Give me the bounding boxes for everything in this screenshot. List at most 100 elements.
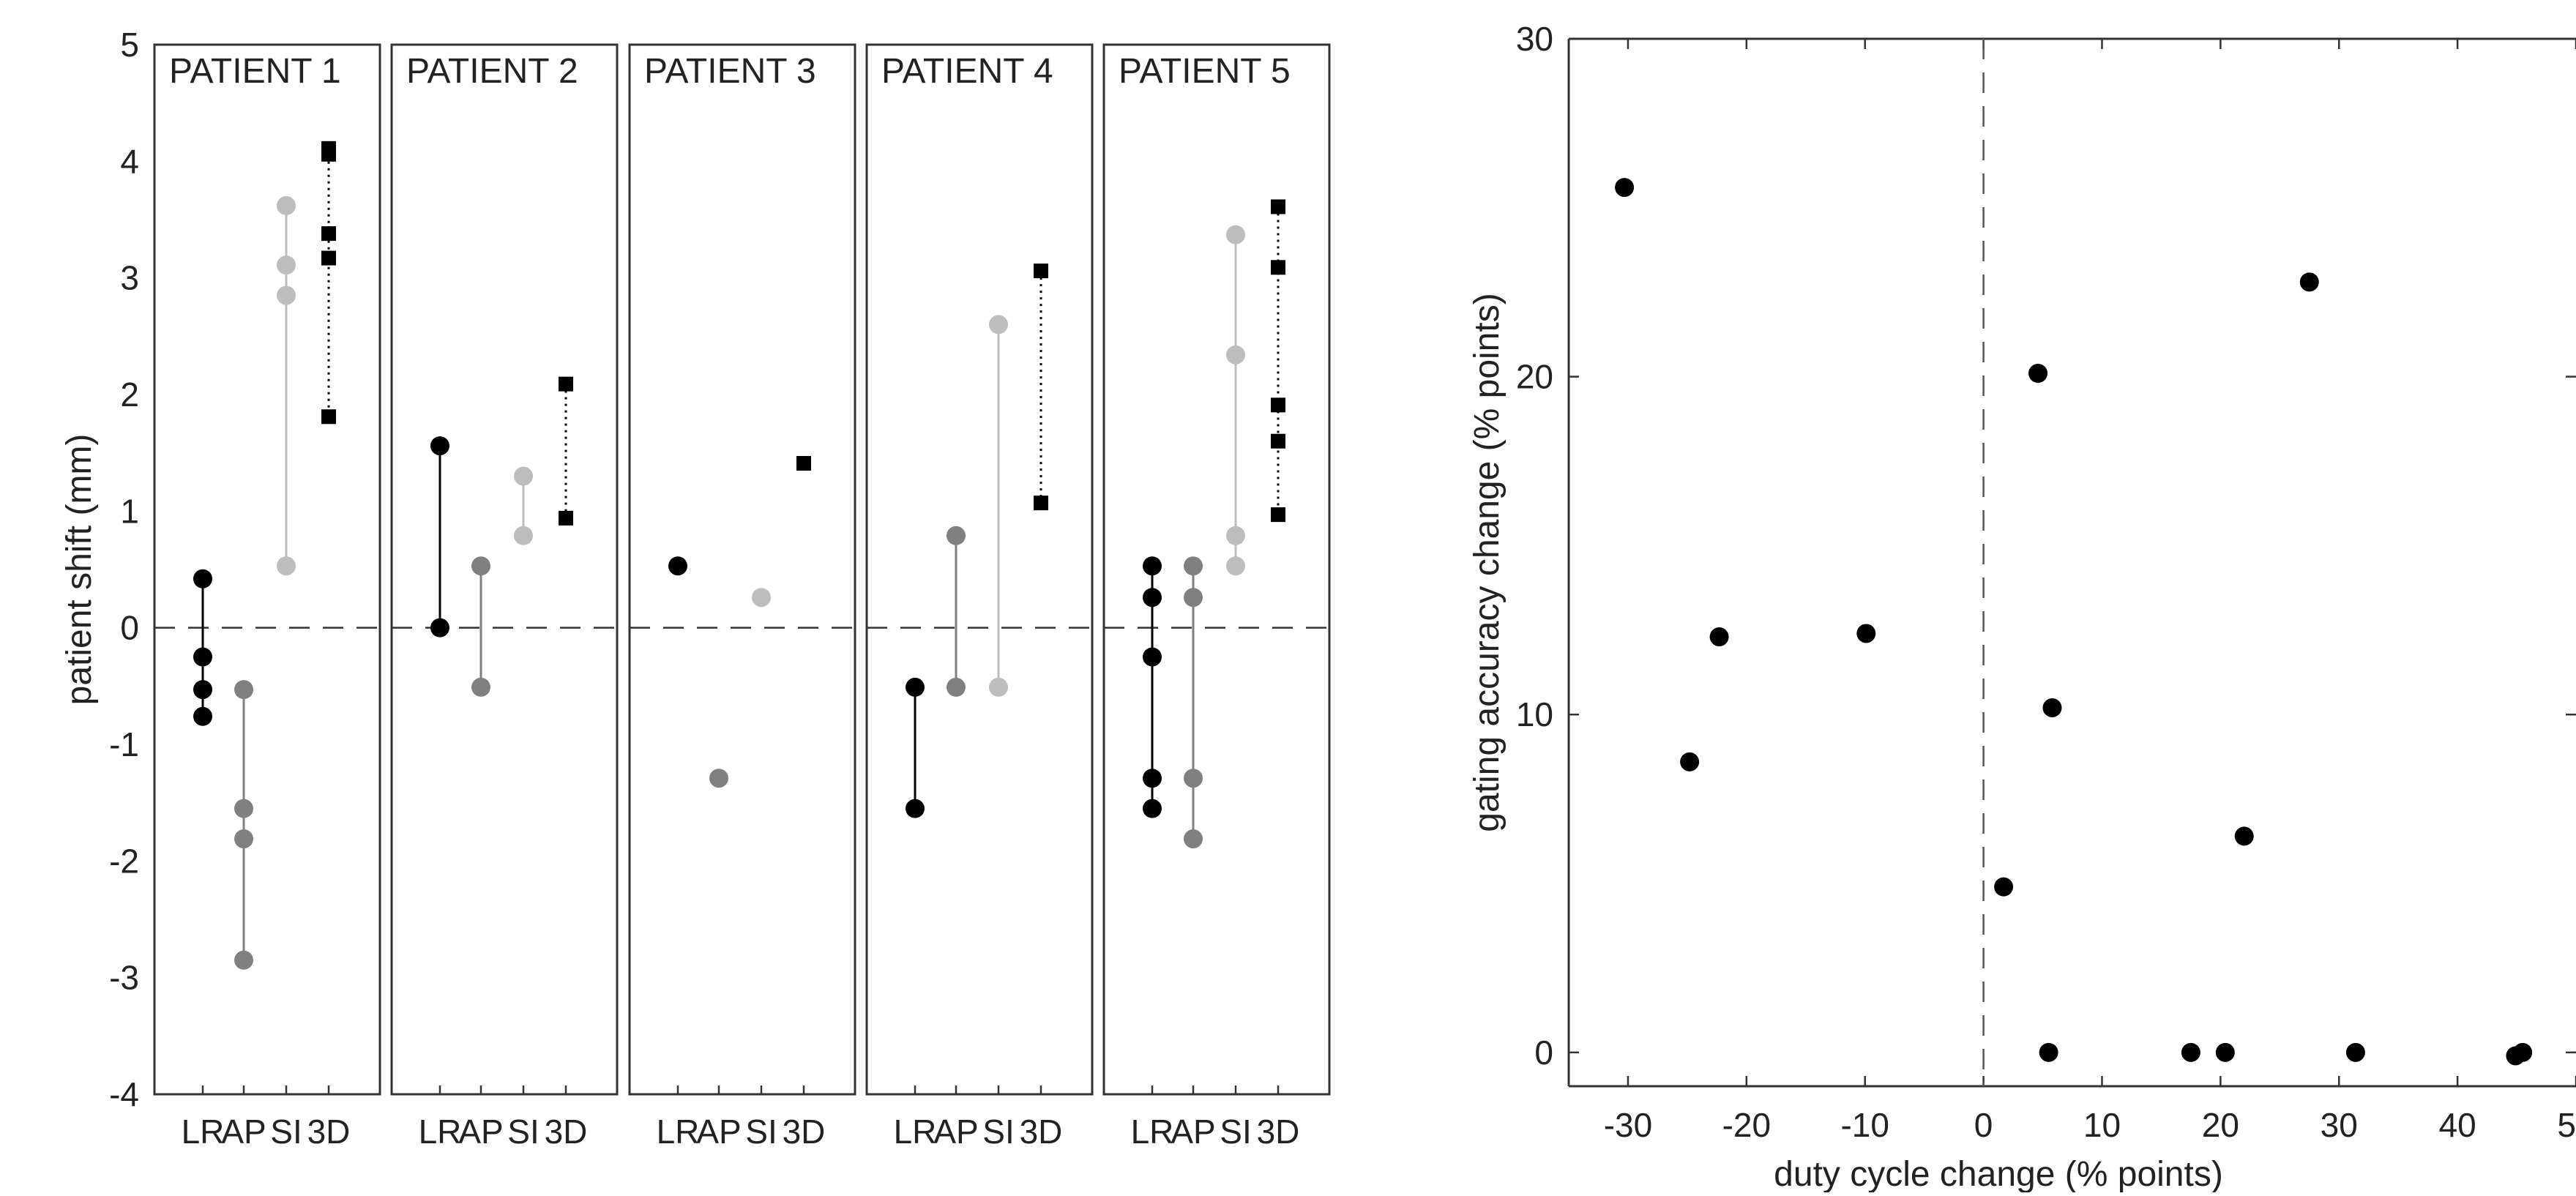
x-tick-label: 10 xyxy=(2083,1106,2121,1144)
x-tick-label: 0 xyxy=(1974,1106,1993,1144)
data-point-si xyxy=(277,195,296,215)
data-point xyxy=(2345,1042,2365,1062)
data-point-ap xyxy=(947,526,966,545)
gating-accuracy-chart: -30 -20 -10 0 10 20 30 40 50 0 10 20 30 duty cycle ch… xyxy=(1468,20,2576,1194)
data-point-lr xyxy=(430,618,449,638)
x-tick-label: SI xyxy=(1220,1113,1251,1151)
y-tick-label: 10 xyxy=(1516,695,1553,733)
x-tick-label: 50 xyxy=(2557,1106,2576,1144)
data-point-si xyxy=(277,285,296,305)
panel-title: PATIENT 4 xyxy=(881,52,1053,91)
data-point-si xyxy=(1226,345,1245,365)
y-tick-label: -3 xyxy=(109,959,139,997)
x-tick-label: -10 xyxy=(1840,1106,1889,1144)
data-point-ap xyxy=(947,677,966,697)
data-point-lr xyxy=(1143,769,1162,788)
panel-title: PATIENT 2 xyxy=(406,52,578,91)
data-point-si xyxy=(989,315,1008,334)
x-tick-label: AP xyxy=(458,1113,503,1151)
data-point-3d xyxy=(1271,199,1285,214)
data-point xyxy=(2299,272,2319,292)
data-point-3d xyxy=(321,146,336,162)
panel-frame xyxy=(153,43,381,1096)
y-tick-label: 0 xyxy=(120,609,139,647)
x-tick-label: SI xyxy=(270,1113,302,1151)
data-point-si xyxy=(1226,556,1245,576)
panel-frame xyxy=(865,43,1094,1096)
data-point-lr xyxy=(193,706,212,726)
x-tick-label: 3D xyxy=(783,1113,826,1151)
data-point-lr xyxy=(1143,647,1162,667)
data-point-3d xyxy=(1271,397,1285,413)
panel-title: PATIENT 3 xyxy=(644,52,816,91)
data-point xyxy=(2028,363,2048,383)
data-point xyxy=(2513,1042,2533,1062)
data-point-ap xyxy=(1184,588,1203,608)
y-tick-label: -4 xyxy=(109,1075,139,1113)
x-tick-label: SI xyxy=(982,1113,1014,1151)
x-tick-label: LR xyxy=(182,1113,225,1151)
x-tick-label: LR xyxy=(419,1113,462,1151)
panel-frame xyxy=(1102,43,1331,1096)
x-tick-label: AP xyxy=(1171,1113,1215,1151)
data-point-3d xyxy=(559,510,573,526)
data-point-3d xyxy=(796,456,811,471)
data-point-si xyxy=(989,677,1008,697)
data-point-lr xyxy=(906,799,925,818)
x-tick-label: 3D xyxy=(1257,1113,1300,1151)
y-axis-title: gating accuracy change (% points) xyxy=(1468,293,1507,831)
y-tick-label: -2 xyxy=(109,842,139,880)
data-point-ap xyxy=(1184,769,1203,788)
x-tick-label: SI xyxy=(745,1113,777,1151)
data-point-lr xyxy=(430,436,449,456)
x-tick-label: AP xyxy=(933,1113,978,1151)
data-point xyxy=(2039,1042,2058,1062)
data-point-3d xyxy=(1034,264,1048,279)
y-tick-label: 5 xyxy=(120,26,139,64)
x-tick-label: LR xyxy=(894,1113,937,1151)
data-point xyxy=(2042,698,2062,717)
x-tick-label: 20 xyxy=(2202,1106,2239,1144)
x-tick-label: 3D xyxy=(1020,1113,1063,1151)
x-tick-label: 40 xyxy=(2439,1106,2476,1144)
data-point-si xyxy=(1226,526,1245,545)
data-point-3d xyxy=(321,409,336,425)
panel-frame xyxy=(628,43,856,1096)
data-point-ap xyxy=(1184,556,1203,576)
data-point-3d xyxy=(559,376,573,392)
y-tick-label: 30 xyxy=(1516,20,1553,58)
data-point-lr xyxy=(906,677,925,697)
data-point xyxy=(1680,752,1700,771)
patient-shift-chart: -4 -3 -2 -1 0 1 2 3 4 5 patient shift (mm) PATIENT … xyxy=(60,26,1331,1151)
x-tick-label: -30 xyxy=(1604,1106,1652,1144)
data-point xyxy=(2181,1042,2200,1062)
y-tick-label: 2 xyxy=(120,375,139,414)
data-point-lr xyxy=(1143,556,1162,576)
x-axis-title: duty cycle change (% points) xyxy=(1774,1155,2223,1192)
x-tick-label: LR xyxy=(1131,1113,1174,1151)
data-point-ap xyxy=(471,556,490,576)
data-point xyxy=(1994,877,2014,897)
data-point xyxy=(2215,1042,2235,1062)
data-point-ap xyxy=(709,769,728,788)
data-point-si xyxy=(514,466,533,486)
data-point-lr xyxy=(193,647,212,667)
panel-title: PATIENT 5 xyxy=(1119,52,1291,91)
y-tick-label: 3 xyxy=(120,259,139,297)
data-point xyxy=(1615,178,1635,198)
data-point-3d xyxy=(321,250,336,266)
data-point xyxy=(1709,627,1729,647)
data-point-si xyxy=(752,588,771,608)
x-tick-label: SI xyxy=(507,1113,539,1151)
data-point-si xyxy=(1226,225,1245,244)
data-point-ap xyxy=(234,829,253,849)
data-point-lr xyxy=(668,556,687,576)
data-point-3d xyxy=(321,226,336,242)
y-tick-label: 4 xyxy=(120,142,139,180)
x-tick-label: 30 xyxy=(2321,1106,2358,1144)
